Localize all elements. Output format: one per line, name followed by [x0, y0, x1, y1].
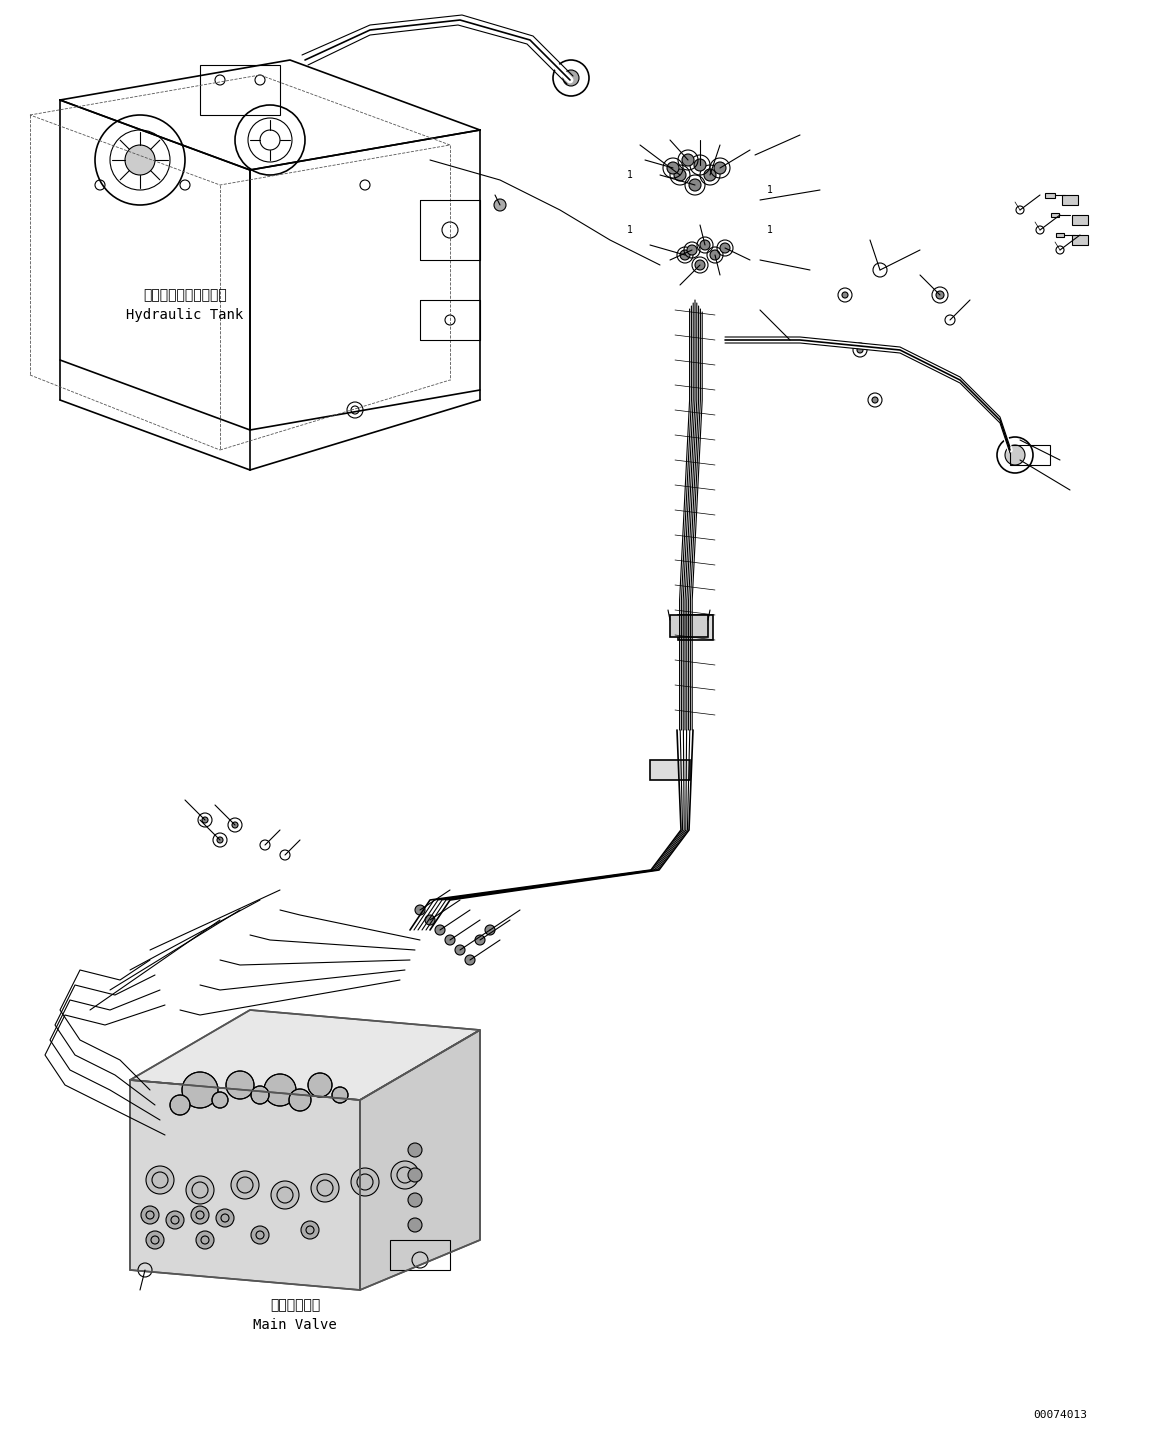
Circle shape — [687, 245, 697, 255]
Circle shape — [226, 1071, 254, 1100]
Circle shape — [170, 1095, 190, 1115]
Circle shape — [415, 905, 424, 915]
Circle shape — [166, 1211, 184, 1229]
Circle shape — [445, 935, 455, 945]
Bar — [678, 615, 713, 641]
Circle shape — [408, 1143, 422, 1157]
Bar — [390, 1240, 450, 1270]
Circle shape — [485, 925, 495, 935]
Polygon shape — [130, 1079, 361, 1290]
Circle shape — [251, 1227, 269, 1244]
Circle shape — [391, 1162, 419, 1189]
Circle shape — [714, 162, 726, 175]
Circle shape — [720, 242, 730, 253]
Circle shape — [408, 1218, 422, 1232]
Circle shape — [936, 291, 944, 299]
Circle shape — [212, 1092, 228, 1108]
Circle shape — [675, 169, 686, 180]
Text: Hydraulic Tank: Hydraulic Tank — [127, 307, 243, 322]
Circle shape — [331, 1087, 348, 1102]
Circle shape — [124, 144, 155, 175]
Circle shape — [424, 915, 435, 925]
Circle shape — [494, 199, 506, 211]
Circle shape — [709, 250, 720, 260]
Circle shape — [872, 397, 878, 403]
Bar — [1072, 235, 1089, 245]
Circle shape — [408, 1193, 422, 1206]
Text: 1: 1 — [768, 225, 773, 235]
Circle shape — [147, 1166, 174, 1193]
Bar — [1051, 214, 1059, 216]
Text: 1: 1 — [627, 170, 633, 180]
Circle shape — [251, 1087, 269, 1104]
Circle shape — [351, 1167, 379, 1196]
Circle shape — [408, 1167, 422, 1182]
Bar — [650, 760, 690, 781]
Circle shape — [857, 346, 863, 354]
Circle shape — [217, 837, 223, 843]
Text: 1: 1 — [768, 185, 773, 195]
Circle shape — [308, 1074, 331, 1097]
Polygon shape — [361, 1030, 480, 1290]
Circle shape — [694, 159, 706, 172]
Circle shape — [311, 1175, 338, 1202]
Circle shape — [216, 1209, 234, 1227]
Text: 1: 1 — [627, 225, 633, 235]
Circle shape — [288, 1089, 311, 1111]
Bar — [1056, 232, 1064, 237]
Circle shape — [181, 1072, 217, 1108]
Circle shape — [202, 817, 208, 823]
Circle shape — [455, 945, 465, 955]
Text: ハイドロリックタンク: ハイドロリックタンク — [143, 289, 227, 302]
Circle shape — [682, 154, 694, 166]
Circle shape — [264, 1074, 297, 1105]
Circle shape — [465, 955, 475, 965]
Circle shape — [191, 1206, 209, 1224]
Circle shape — [680, 250, 690, 260]
Circle shape — [688, 179, 701, 190]
Bar — [1046, 193, 1055, 198]
Text: Main Valve: Main Valve — [254, 1317, 337, 1332]
Circle shape — [475, 935, 485, 945]
Circle shape — [435, 925, 445, 935]
Text: メインバルブ: メインバルブ — [270, 1299, 320, 1312]
Circle shape — [668, 162, 679, 175]
Circle shape — [141, 1206, 159, 1224]
Text: 00074013: 00074013 — [1033, 1410, 1087, 1420]
Bar — [200, 65, 280, 115]
Bar — [1072, 215, 1089, 225]
Bar — [1062, 195, 1078, 205]
Circle shape — [695, 260, 705, 270]
Circle shape — [842, 291, 848, 299]
Circle shape — [563, 71, 579, 87]
Circle shape — [197, 1231, 214, 1250]
Circle shape — [700, 240, 709, 250]
Circle shape — [1005, 444, 1025, 465]
Circle shape — [186, 1176, 214, 1203]
Circle shape — [271, 1180, 299, 1209]
Circle shape — [704, 169, 716, 180]
Circle shape — [147, 1231, 164, 1250]
Circle shape — [301, 1221, 319, 1240]
Circle shape — [231, 823, 238, 828]
Circle shape — [231, 1172, 259, 1199]
Bar — [1009, 444, 1050, 465]
Bar — [670, 615, 708, 636]
Polygon shape — [130, 1010, 480, 1100]
